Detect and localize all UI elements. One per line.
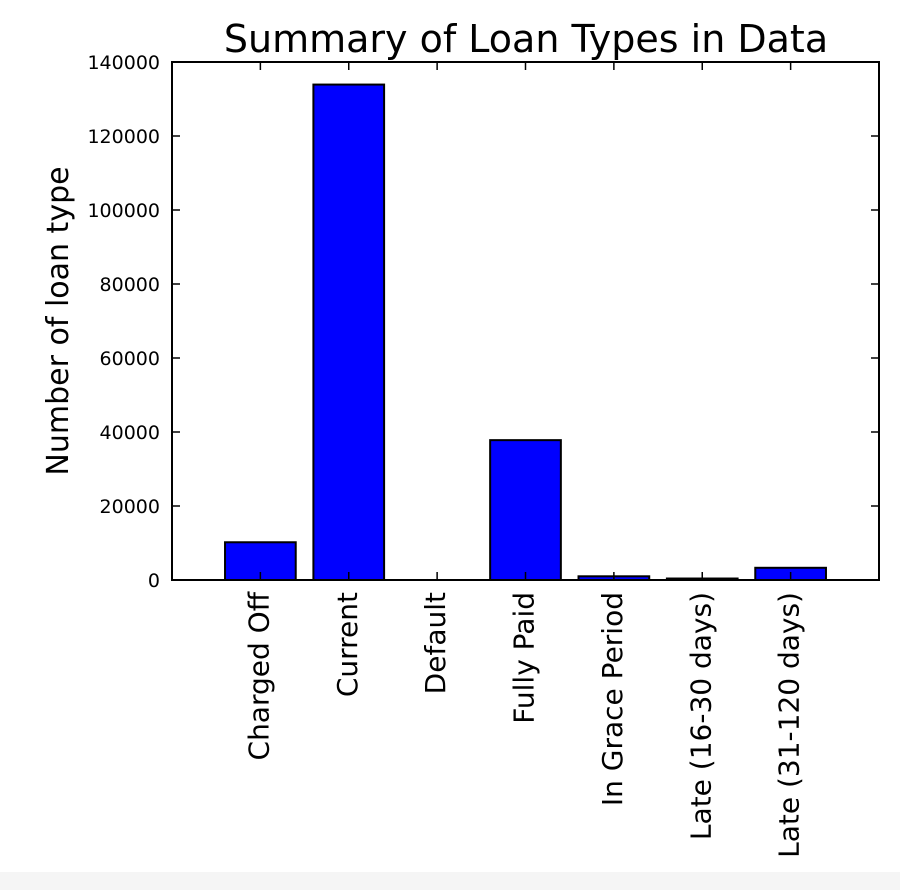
bar-current [312,83,386,581]
y-axis-label: Number of loan type [41,166,76,475]
x-tick-label-default: Default [419,592,452,694]
y-tick-label: 40000 [100,422,160,444]
x-tick-label-fully-paid: Fully Paid [508,592,541,724]
x-tick-label-charged-off: Charged Off [242,591,275,760]
bar-fully-paid [489,439,562,582]
footer-strip [0,872,900,890]
chart-title: Summary of Loan Types in Data [224,17,828,61]
y-ticks-layer: 0 20000 40000 60000 80000 100000 120000 140000 [87,52,879,592]
y-tick-label: 140000 [87,52,160,74]
y-tick-label: 80000 [100,274,160,296]
y-tick-label: 60000 [100,348,160,370]
axes-frame [171,61,880,581]
y-tick-label: 120000 [87,126,160,148]
x-tick-labels-layer: Charged Off Current Default Fully Paid In Gr… [242,62,806,858]
y-tick-label: 20000 [100,496,160,518]
bars-layer [224,83,827,582]
x-tick-label-in-grace-period: In Grace Period [596,592,629,806]
y-tick-label: 100000 [87,200,160,222]
y-tick-label: 0 [148,570,160,592]
x-tick-label-late-31-120-days: Late (31-120 days) [773,592,806,858]
x-tick-label-current: Current [331,592,364,697]
x-tick-label-late-16-30-days: Late (16-30 days) [684,592,717,840]
